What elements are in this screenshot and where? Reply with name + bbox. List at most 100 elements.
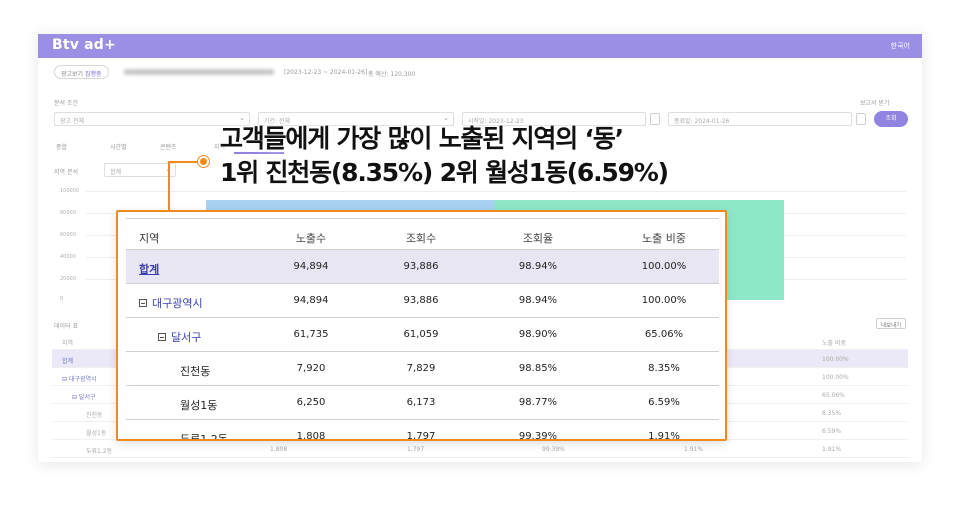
- cell-views: 7,829: [406, 363, 436, 374]
- cell-exposure-share: 65.06%: [644, 329, 684, 340]
- bg-row-ratio: 1.91%: [684, 446, 704, 453]
- chevron-down-icon: ⌄: [443, 114, 449, 122]
- calendar-icon[interactable]: [856, 113, 866, 125]
- y-tick: 60000: [60, 232, 76, 238]
- y-tick: 100000: [60, 188, 80, 194]
- y-tick: 20000: [60, 276, 76, 282]
- active-tab-indicator: [234, 152, 284, 154]
- bg-row-region[interactable]: 합계: [62, 358, 74, 365]
- cell-exposure-share: 100.00%: [641, 261, 687, 272]
- bg-header-region: 지역: [62, 340, 74, 347]
- period-select[interactable]: 기간: 전체 ⌄: [258, 112, 454, 126]
- bg-row-share: 65.06%: [822, 392, 845, 399]
- cell-view-rate: 98.85%: [518, 363, 558, 374]
- region-name[interactable]: 달서구: [171, 331, 202, 344]
- bg-row-share: 100.00%: [822, 374, 849, 381]
- export-button[interactable]: 내보내기: [876, 318, 907, 329]
- tab-region[interactable]: 지역: [214, 144, 226, 151]
- header-exposure-share: 노출 비중: [642, 232, 686, 245]
- period-select-value: 기간: 전체: [264, 118, 291, 125]
- cell-view-rate: 98.94%: [518, 295, 558, 306]
- cell-views: 6,173: [406, 397, 436, 408]
- bg-row-region: 월성1동: [86, 430, 107, 437]
- bg-row-share: 8.35%: [822, 410, 842, 417]
- campaign-status-tag[interactable]: 광고보기 집행중: [54, 65, 109, 79]
- start-date-field[interactable]: 시작일: 2023-12-23: [462, 112, 646, 126]
- region-name: 진천동: [180, 365, 211, 378]
- headline-line-1: 고객들에게 가장 많이 노출된 지역의 ‘동’: [220, 124, 624, 153]
- cell-exposure-share: 1.91%: [648, 431, 680, 441]
- table-row[interactable]: 달서구 61,735 61,059 98.90% 65.06%: [126, 318, 719, 352]
- table-row: 진천동 7,920 7,829 98.85% 8.35%: [126, 352, 719, 386]
- ad-select-value: 광고 전체: [60, 118, 84, 125]
- cell-exposure: 94,894: [293, 295, 329, 306]
- region-filter-label: 지역 분석: [54, 169, 78, 176]
- region-name: 월성1동: [180, 399, 218, 412]
- header-exposure: 노출수: [295, 232, 327, 245]
- blurred-campaign-name: [124, 69, 274, 75]
- chart-gridline: [86, 191, 906, 192]
- total-link[interactable]: 합계: [139, 263, 160, 276]
- chevron-down-icon: ⌄: [239, 114, 245, 122]
- language-selector[interactable]: 한국어: [890, 42, 910, 50]
- period-text: [2023-12-23 ~ 2024-01-26]: [284, 69, 368, 76]
- region-filter-select[interactable]: 합계⌄: [104, 163, 176, 177]
- collapse-icon[interactable]: [158, 333, 166, 341]
- data-table-title: 데이터 표: [54, 323, 78, 330]
- cell-exposure: 94,894: [293, 261, 329, 272]
- bg-row-region[interactable]: ⊟ 대구광역시: [62, 376, 97, 383]
- bg-row-share: 100.00%: [822, 356, 849, 363]
- bg-row-share: 1.91%: [822, 446, 842, 453]
- bg-table-row: 두류1.2동 1,808 1,797 99.39% 1.91% 1.91%: [52, 440, 908, 458]
- table-row-total[interactable]: 합계 94,894 93,886 98.94% 100.00%: [126, 250, 719, 284]
- collapse-icon[interactable]: [139, 299, 147, 307]
- calendar-icon[interactable]: [650, 113, 660, 125]
- header-view-rate: 조회율: [522, 232, 554, 245]
- table-row: 두류1.2동 1,808 1,797 99.39% 1.91%: [126, 420, 719, 441]
- campaign-tag-status: 집행중: [85, 71, 102, 78]
- table-header-row: 지역 노출수 조회수 조회율 노출 비중: [126, 218, 719, 250]
- callout-dot: [198, 156, 209, 167]
- start-date-value: 시작일: 2023-12-23: [468, 118, 524, 125]
- cell-views: 61,059: [403, 329, 439, 340]
- cell-views: 93,886: [403, 295, 439, 306]
- bg-row-views: 1,797: [407, 446, 425, 453]
- table-row: 월성1동 6,250 6,173 98.77% 6.59%: [126, 386, 719, 420]
- campaign-tag-prefix: 광고보기: [61, 71, 84, 78]
- bg-header-share: 노출 비중: [822, 340, 846, 347]
- query-button[interactable]: 조회: [874, 111, 908, 127]
- btv-ad-logo[interactable]: Btv ad+: [52, 37, 116, 53]
- zoomed-region-table: 지역 노출수 조회수 조회율 노출 비중 합계 94,894 93,886 98…: [116, 210, 727, 441]
- bg-row-region: 두류1.2동: [86, 448, 113, 455]
- cell-views: 1,797: [406, 431, 436, 441]
- y-tick: 40000: [60, 254, 76, 260]
- top-navigation-bar: Btv ad+ 한국어: [38, 34, 922, 58]
- table-row[interactable]: 대구광역시 94,894 93,886 98.94% 100.00%: [126, 284, 719, 318]
- region-cell[interactable]: 대구광역시: [139, 295, 203, 311]
- bg-row-share: 6.59%: [822, 428, 842, 435]
- cell-exposure: 6,250: [296, 397, 326, 408]
- cell-view-rate: 98.77%: [518, 397, 558, 408]
- end-date-value: 종료일: 2024-01-26: [674, 118, 730, 125]
- region-name[interactable]: 대구광역시: [152, 297, 203, 310]
- report-download-link[interactable]: 보고서 받기: [860, 100, 890, 107]
- bg-row-region: 진천동: [86, 412, 103, 419]
- region-cell[interactable]: 달서구: [158, 329, 201, 345]
- bg-row-exposure: 1,808: [270, 446, 288, 453]
- cell-view-rate: 98.90%: [518, 329, 558, 340]
- region-filter-value: 합계: [110, 169, 122, 176]
- tab-summary[interactable]: 종합: [56, 144, 68, 151]
- callout-connector: [168, 161, 200, 163]
- bg-row-region[interactable]: ⊟ 달서구: [72, 394, 96, 401]
- y-tick: 80000: [60, 210, 76, 216]
- cell-exposure-share: 100.00%: [641, 295, 687, 306]
- cell-exposure-share: 8.35%: [648, 363, 680, 374]
- cell-views: 93,886: [403, 261, 439, 272]
- ad-select[interactable]: 광고 전체 ⌄: [54, 112, 250, 126]
- tab-content[interactable]: 콘텐츠: [160, 144, 177, 151]
- cell-view-rate: 98.94%: [518, 261, 558, 272]
- headline-line-2: 1위 진천동(8.35%) 2위 월성1동(6.59%): [220, 158, 669, 187]
- tab-hourly[interactable]: 시간별: [110, 144, 127, 151]
- end-date-field[interactable]: 종료일: 2024-01-26: [668, 112, 852, 126]
- y-tick: 0: [60, 296, 64, 302]
